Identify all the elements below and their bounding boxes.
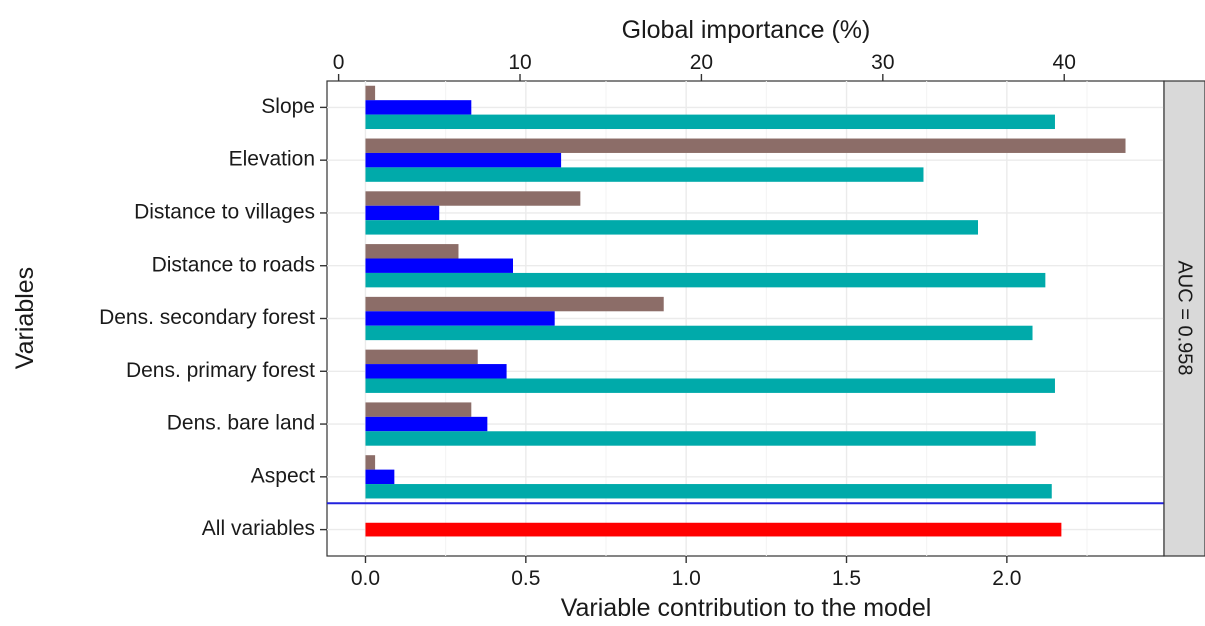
x-bottom-tick-label: 1.0 (672, 567, 701, 590)
bar-distance-to-villages-series-1 (365, 191, 581, 206)
y-tick-label: Slope (261, 95, 315, 118)
bar-dens-primary-forest-series-3 (365, 378, 1055, 393)
x-bottom-tick-label: 2.0 (992, 567, 1021, 590)
y-tick-label: Dens. primary forest (126, 359, 315, 382)
bar-slope-series-3 (365, 114, 1055, 130)
x-top-tick-label: 20 (690, 51, 713, 74)
facet-strip-label: AUC = 0.958 (1174, 260, 1196, 375)
bar-dens-secondary-forest-series-2 (365, 311, 555, 326)
x-axis-bottom-title: Variable contribution to the model (561, 594, 932, 622)
y-tick-label: Dens. bare land (167, 412, 315, 435)
x-top-tick-label: 10 (508, 51, 531, 74)
bar-dens-bare-land-series-1 (365, 402, 472, 417)
y-axis-title: Variables (11, 267, 39, 369)
bar-distance-to-villages-series-2 (365, 205, 440, 221)
x-bottom-tick-label: 0.5 (511, 567, 540, 590)
x-bottom-tick-label: 0.0 (351, 567, 380, 590)
bar-elevation-series-1 (365, 138, 1126, 153)
y-tick-label: Distance to villages (134, 200, 315, 223)
bar-slope-series-1 (365, 85, 376, 101)
bar-dens-secondary-forest-series-1 (365, 296, 664, 312)
bar-dens-primary-forest-series-1 (365, 349, 478, 365)
x-top-tick-label: 0 (333, 51, 345, 74)
x-bottom-tick-label: 1.5 (832, 567, 861, 590)
bar-distance-to-roads-series-2 (365, 258, 513, 273)
bar-aspect-series-2 (365, 469, 395, 485)
bar-dens-bare-land-series-2 (365, 416, 488, 432)
bar-dens-bare-land-series-3 (365, 431, 1036, 446)
bar-dens-primary-forest-series-2 (365, 364, 507, 379)
y-tick-label: Distance to roads (152, 253, 315, 276)
bar-dens-secondary-forest-series-3 (365, 325, 1033, 341)
bar-elevation-series-3 (365, 167, 924, 182)
axes: Slope Elevation Distance to villages Distan… (99, 51, 1076, 590)
bar-distance-to-roads-series-3 (365, 272, 1046, 288)
bar-distance-to-villages-series-3 (365, 220, 978, 235)
x-axis-top-title: Global importance (%) (622, 16, 871, 44)
x-top-tick-label: 40 (1053, 51, 1076, 74)
bar-aspect-series-3 (365, 484, 1052, 499)
x-top-tick-label: 30 (871, 51, 894, 74)
y-tick-label: All variables (202, 517, 315, 540)
bar-slope-series-2 (365, 100, 472, 115)
facet-strip (1163, 80, 1205, 557)
y-tick-label: Aspect (251, 464, 315, 487)
bar-distance-to-roads-series-1 (365, 244, 459, 259)
bars (327, 85, 1164, 537)
bar-aspect-series-1 (365, 455, 376, 470)
y-tick-label: Dens. secondary forest (99, 306, 315, 329)
bar-elevation-series-2 (365, 152, 562, 168)
y-tick-label: Elevation (229, 148, 315, 171)
bar-all-variables (365, 522, 1062, 537)
